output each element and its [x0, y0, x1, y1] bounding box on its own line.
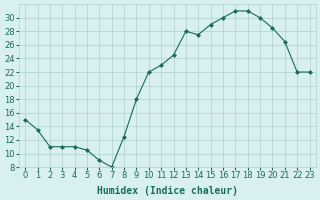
X-axis label: Humidex (Indice chaleur): Humidex (Indice chaleur): [97, 186, 238, 196]
